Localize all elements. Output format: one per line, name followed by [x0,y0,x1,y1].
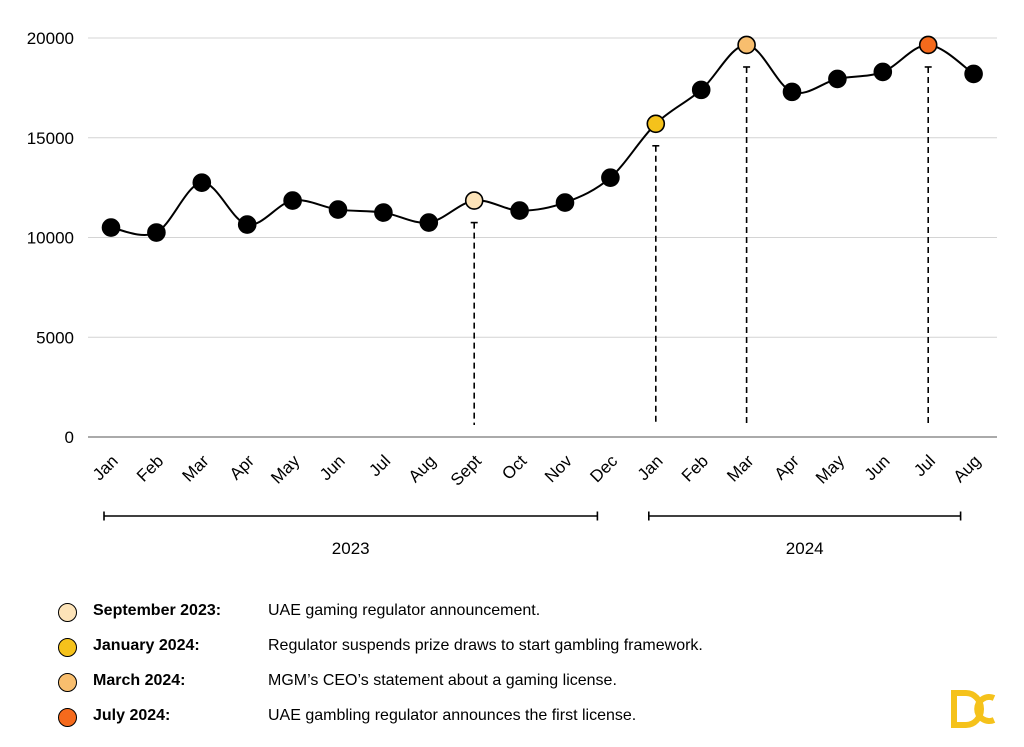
x-tick-label: Apr [226,451,258,483]
x-tick-label: Aug [405,451,440,486]
x-tick-label: Mar [723,451,757,485]
logo-d-shape [951,690,984,728]
highlight-point [918,35,938,55]
data-point [374,203,393,222]
x-tick-label: Mar [178,451,212,485]
data-point [510,201,529,220]
x-tick-label: Dec [586,451,621,486]
data-point [192,173,212,192]
legend-item: July 2024: UAE gambling regulator announ… [58,703,818,738]
x-tick-label: Sept [447,451,485,489]
x-tick-label: Jul [910,451,939,480]
legend-description: UAE gambling regulator announces the fir… [268,707,637,724]
x-tick-label: May [267,451,303,487]
data-point [328,200,348,219]
logo-c-shape [974,694,996,724]
data-point [555,193,575,212]
legend-date: January 2024: [93,637,200,654]
legend-date: July 2024: [93,707,171,724]
legend-description: UAE gaming regulator announcement. [268,602,541,619]
x-tick-label: Jun [316,451,349,484]
data-point [782,82,802,102]
legend-date: September 2023: [93,602,222,619]
data-point [601,168,620,187]
highlight-point [737,35,756,55]
data-point [691,80,711,100]
data-point [283,191,302,210]
highlight-point [646,114,666,134]
year-label: 2024 [786,539,824,558]
x-tick-label: Apr [771,451,803,483]
x-tick-label: Feb [133,451,167,485]
brand-logo-icon [951,690,996,728]
data-point [873,62,893,82]
data-point [964,64,983,84]
y-tick-label: 10000 [27,229,74,248]
data-point [237,215,257,234]
legend-marker [58,708,77,727]
x-tick-label: May [812,451,848,487]
y-tick-label: 0 [65,428,74,447]
legend-description: Regulator suspends prize draws to start … [268,637,703,654]
x-tick-label: Nov [541,451,576,486]
x-tick-label: Jan [634,451,667,484]
y-tick-label: 20000 [27,29,74,48]
legend-item: March 2024: MGM’s CEO’s statement about … [58,668,818,703]
legend-item: September 2023: UAE gaming regulator ann… [58,598,818,633]
highlight-point [464,191,484,210]
line-chart: 0 5000 10000 15000 20000 Jan Feb Mar Apr May Jun Ju… [27,29,997,558]
x-tick-label: Jan [89,451,122,484]
legend-description: MGM’s CEO’s statement about a gaming lic… [268,672,617,689]
legend-date: March 2024: [93,672,186,689]
y-tick-label: 15000 [27,129,74,148]
data-point [101,218,121,237]
legend-marker [58,673,77,692]
data-point [828,69,847,89]
year-label: 2023 [332,539,370,558]
y-tick-label: 5000 [36,328,74,347]
data-point [419,213,439,232]
x-tick-label: Feb [678,451,712,485]
x-tick-label: Oct [498,451,530,483]
legend-marker [58,603,77,622]
legend-marker [58,638,77,657]
legend: September 2023: UAE gaming regulator ann… [58,598,818,738]
x-tick-label: Aug [950,451,985,486]
x-tick-label: Jun [861,451,894,484]
data-point [147,223,166,242]
legend-item: January 2024: Regulator suspends prize d… [58,633,818,668]
x-tick-label: Jul [365,451,394,480]
